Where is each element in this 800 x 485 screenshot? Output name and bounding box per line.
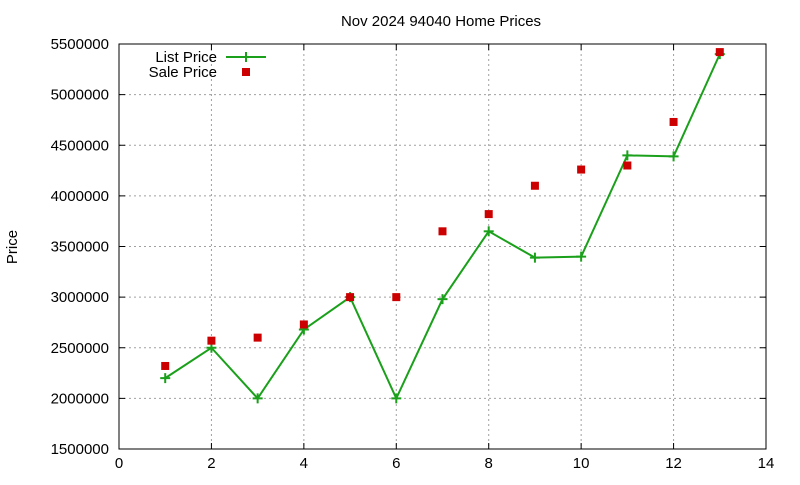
list-price-point bbox=[668, 151, 679, 162]
y-tick-label: 2000000 bbox=[51, 390, 109, 407]
list-price-point bbox=[622, 150, 633, 161]
sale-price-point bbox=[577, 165, 586, 174]
chart-title: Nov 2024 94040 Home Prices bbox=[341, 13, 541, 30]
sale-price-point bbox=[438, 227, 447, 236]
list-price-point bbox=[252, 393, 263, 404]
legend-label-sale-price: Sale Price bbox=[149, 64, 217, 81]
sale-price-point bbox=[299, 320, 308, 329]
y-axis-label: Price bbox=[4, 230, 21, 264]
y-tick-label: 1500000 bbox=[51, 441, 109, 458]
y-tick-label: 4500000 bbox=[51, 137, 109, 154]
list-price-point bbox=[160, 373, 171, 384]
sale-price-point bbox=[530, 181, 539, 190]
x-tick-label: 0 bbox=[115, 455, 123, 472]
sale-price-point bbox=[715, 48, 724, 57]
legend-label-list-price: List Price bbox=[155, 49, 217, 66]
sale-price-point bbox=[484, 210, 493, 219]
y-tick-label: 4000000 bbox=[51, 188, 109, 205]
tick-labels: 0 2 4 6 8 10 12 14 1500000 2000000 2500000 3000000 3… bbox=[51, 36, 775, 472]
axes bbox=[118, 43, 767, 450]
x-tick-label: 8 bbox=[485, 455, 493, 472]
sale-price-point bbox=[623, 161, 632, 170]
sale-price-point bbox=[161, 361, 170, 370]
plot-frame bbox=[118, 43, 767, 450]
x-tick-label: 2 bbox=[207, 455, 215, 472]
sale-price-point bbox=[253, 333, 262, 342]
sale-price-point bbox=[346, 293, 355, 302]
x-tick-label: 14 bbox=[758, 455, 775, 472]
list-price-point bbox=[391, 393, 402, 404]
legend-marker-sale-price bbox=[242, 68, 250, 76]
y-tick-label: 2500000 bbox=[51, 340, 109, 357]
sale-price-point bbox=[207, 336, 216, 345]
x-tick-label: 10 bbox=[573, 455, 590, 472]
list-price-point bbox=[437, 294, 448, 305]
x-tick-label: 12 bbox=[665, 455, 682, 472]
list-price-line bbox=[164, 53, 721, 401]
y-tick-label: 5500000 bbox=[51, 36, 109, 53]
x-tick-label: 6 bbox=[392, 455, 400, 472]
series bbox=[160, 48, 725, 404]
legend-marker-list-price bbox=[241, 52, 251, 62]
list-price-point bbox=[576, 251, 587, 262]
x-tick-label: 4 bbox=[300, 455, 308, 472]
y-tick-label: 3500000 bbox=[51, 239, 109, 256]
grid bbox=[119, 44, 766, 449]
list-price-point bbox=[483, 226, 494, 237]
sale-price-point bbox=[669, 117, 678, 126]
y-tick-label: 3000000 bbox=[51, 289, 109, 306]
list-price-point bbox=[529, 252, 540, 263]
y-tick-label: 5000000 bbox=[51, 87, 109, 104]
sale-price-point bbox=[392, 293, 401, 302]
